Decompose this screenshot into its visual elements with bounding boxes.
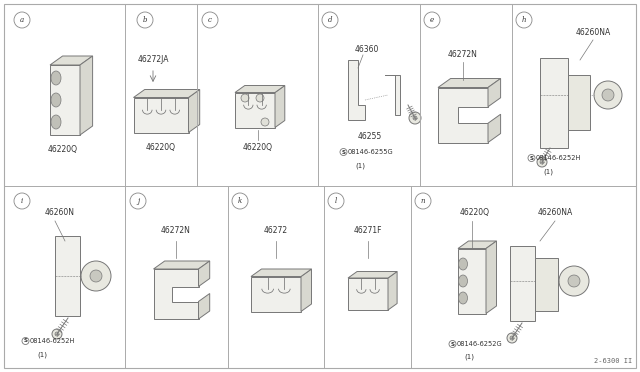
Circle shape xyxy=(413,116,417,120)
Text: n: n xyxy=(420,197,425,205)
Circle shape xyxy=(508,334,516,342)
Polygon shape xyxy=(275,86,285,128)
Text: 46220Q: 46220Q xyxy=(460,208,490,217)
Text: c: c xyxy=(208,16,212,24)
Text: 2-6300 II: 2-6300 II xyxy=(594,358,632,364)
Circle shape xyxy=(507,333,517,343)
Text: 46220Q: 46220Q xyxy=(146,143,176,152)
Polygon shape xyxy=(458,241,497,248)
Polygon shape xyxy=(385,75,400,115)
Ellipse shape xyxy=(51,115,61,129)
Text: 46260N: 46260N xyxy=(45,208,75,217)
Text: 08146-6252G: 08146-6252G xyxy=(457,341,502,347)
Polygon shape xyxy=(438,78,500,87)
Text: 08146-6252H: 08146-6252H xyxy=(536,155,581,161)
Circle shape xyxy=(261,118,269,126)
Text: k: k xyxy=(238,197,242,205)
Text: h: h xyxy=(522,16,526,24)
Circle shape xyxy=(81,261,111,291)
Text: j: j xyxy=(137,197,139,205)
Text: 08146-6252H: 08146-6252H xyxy=(30,338,76,344)
Polygon shape xyxy=(301,269,312,311)
Text: 46260NA: 46260NA xyxy=(575,28,611,37)
Polygon shape xyxy=(540,58,568,148)
Circle shape xyxy=(241,94,249,102)
Polygon shape xyxy=(198,261,210,286)
Polygon shape xyxy=(568,75,590,130)
Text: 46272: 46272 xyxy=(264,226,288,235)
Text: l: l xyxy=(335,197,337,205)
Circle shape xyxy=(409,112,421,124)
Text: S: S xyxy=(451,341,454,346)
Polygon shape xyxy=(134,90,200,97)
Polygon shape xyxy=(535,258,558,311)
Polygon shape xyxy=(348,60,365,120)
Circle shape xyxy=(90,270,102,282)
Text: a: a xyxy=(20,16,24,24)
Polygon shape xyxy=(235,86,285,93)
Text: 46220Q: 46220Q xyxy=(243,143,273,152)
Circle shape xyxy=(537,157,547,167)
Circle shape xyxy=(53,330,61,338)
Circle shape xyxy=(55,332,59,336)
Bar xyxy=(50,65,80,135)
Text: S: S xyxy=(24,339,28,343)
Polygon shape xyxy=(154,261,210,269)
Bar xyxy=(134,97,189,132)
Text: (1): (1) xyxy=(355,162,365,169)
Ellipse shape xyxy=(51,71,61,85)
Circle shape xyxy=(510,336,514,340)
Text: 46260NA: 46260NA xyxy=(538,208,573,217)
Polygon shape xyxy=(251,269,312,276)
Circle shape xyxy=(52,329,62,339)
Circle shape xyxy=(594,81,622,109)
Circle shape xyxy=(256,94,264,102)
Circle shape xyxy=(602,89,614,101)
Polygon shape xyxy=(80,56,93,135)
Polygon shape xyxy=(488,78,500,107)
Text: e: e xyxy=(430,16,434,24)
Text: (1): (1) xyxy=(37,351,47,357)
Text: 08146-6255G: 08146-6255G xyxy=(348,149,394,155)
Text: S: S xyxy=(529,155,534,160)
Ellipse shape xyxy=(51,93,61,107)
Polygon shape xyxy=(348,272,397,278)
Text: (1): (1) xyxy=(543,168,553,174)
Circle shape xyxy=(559,266,589,296)
Text: S: S xyxy=(342,150,346,154)
Polygon shape xyxy=(510,246,535,321)
Text: i: i xyxy=(21,197,23,205)
Ellipse shape xyxy=(458,258,467,270)
Bar xyxy=(348,278,388,310)
Circle shape xyxy=(411,114,419,122)
Text: d: d xyxy=(328,16,332,24)
Bar xyxy=(251,276,301,311)
Text: 46255: 46255 xyxy=(358,132,382,141)
Polygon shape xyxy=(154,269,198,319)
Text: (1): (1) xyxy=(464,354,474,360)
Bar xyxy=(458,248,486,314)
Bar xyxy=(235,93,275,128)
Circle shape xyxy=(538,158,546,166)
Text: 46272N: 46272N xyxy=(161,226,191,235)
Polygon shape xyxy=(486,241,497,314)
Text: 46272JA: 46272JA xyxy=(137,55,169,64)
Polygon shape xyxy=(189,90,200,132)
Circle shape xyxy=(568,275,580,287)
Polygon shape xyxy=(50,56,93,65)
Polygon shape xyxy=(438,87,488,142)
Text: 46271F: 46271F xyxy=(354,226,382,235)
Polygon shape xyxy=(488,114,500,142)
Text: b: b xyxy=(143,16,147,24)
Ellipse shape xyxy=(458,292,467,304)
Ellipse shape xyxy=(458,275,467,287)
Polygon shape xyxy=(388,272,397,310)
Circle shape xyxy=(540,160,544,164)
Polygon shape xyxy=(55,236,80,316)
Text: 46360: 46360 xyxy=(355,45,380,54)
Text: 46272N: 46272N xyxy=(448,50,478,59)
Polygon shape xyxy=(198,294,210,319)
Text: 46220Q: 46220Q xyxy=(48,145,78,154)
